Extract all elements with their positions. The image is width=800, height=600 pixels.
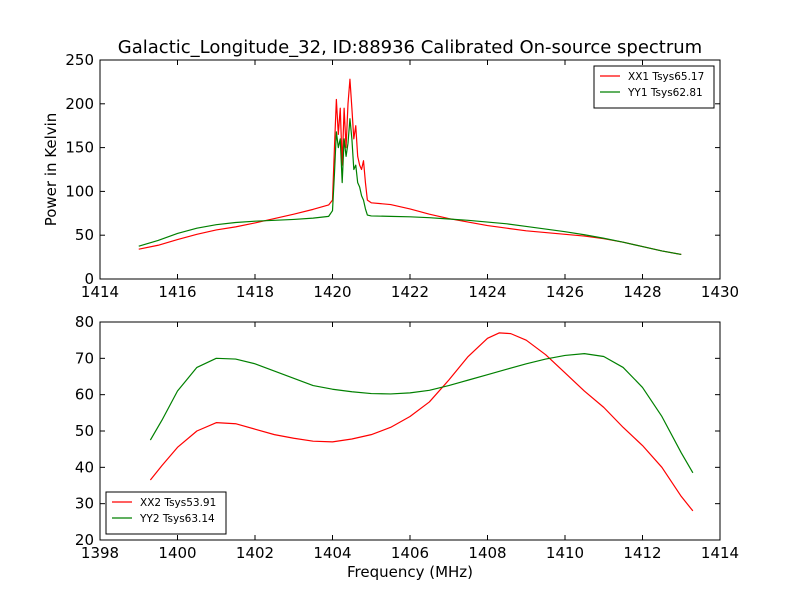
x-tick-label: 1428: [623, 283, 661, 301]
y-axis-title: Power in Kelvin: [42, 113, 60, 227]
y-tick-label: 150: [65, 139, 94, 157]
x-tick-label: 1414: [701, 544, 739, 562]
x-tick-label: 1406: [391, 544, 429, 562]
legend-label: XX1 Tsys65.17: [628, 71, 704, 83]
x-tick-label: 1414: [81, 283, 119, 301]
y-tick-label: 200: [65, 95, 94, 113]
legend-label: YY1 Tsys62.81: [627, 87, 703, 99]
x-tick-label: 1404: [313, 544, 351, 562]
y-tick-label: 0: [84, 270, 94, 288]
x-tick-label: 1398: [81, 544, 119, 562]
x-tick-label: 1430: [701, 283, 739, 301]
x-tick-label: 1426: [546, 283, 584, 301]
x-tick-label: 1412: [623, 544, 661, 562]
y-tick-label: 40: [75, 458, 94, 476]
y-tick-label: 50: [75, 422, 94, 440]
y-tick-label: 50: [75, 226, 94, 244]
x-tick-label: 1400: [158, 544, 196, 562]
y-tick-label: 60: [75, 386, 94, 404]
y-tick-label: 80: [75, 313, 94, 331]
legend-label: XX2 Tsys53.91: [140, 497, 216, 509]
y-tick-label: 250: [65, 51, 94, 69]
x-tick-label: 1418: [236, 283, 274, 301]
x-tick-label: 1416: [158, 283, 196, 301]
x-tick-label: 1402: [236, 544, 274, 562]
legend: XX1 Tsys65.17 YY1 Tsys62.81: [593, 65, 715, 109]
x-tick-label: 1420: [313, 283, 351, 301]
series-line-red: [138, 78, 682, 256]
legend-label: YY2 Tsys63.14: [139, 513, 215, 525]
y-tick-label: 20: [75, 531, 94, 549]
y-tick-label: 70: [75, 349, 94, 367]
legend-box: [105, 491, 227, 535]
x-tick-label: 1422: [391, 283, 429, 301]
x-axis-title: Frequency (MHz): [347, 563, 473, 581]
top-axes: 1414 1416 1418 1420 1422 1424 1426 1428 1430 0 50 1…: [42, 51, 739, 301]
y-tick-label: 100: [65, 182, 94, 200]
series-line-red: [149, 332, 694, 512]
figure-title: Galactic_Longitude_32, ID:88936 Calibrat…: [118, 37, 702, 58]
x-tick-label: 1410: [546, 544, 584, 562]
legend-box: [593, 65, 715, 109]
y-tick-label: 30: [75, 495, 94, 513]
bottom-axes: 1398 1400 1402 1404 1406 1408 1410 1412 1414 20 30…: [75, 313, 739, 581]
x-tick-label: 1424: [468, 283, 506, 301]
x-tick-label: 1408: [468, 544, 506, 562]
series-line-green: [149, 353, 694, 474]
series-line-green: [138, 118, 682, 256]
legend: XX2 Tsys53.91 YY2 Tsys63.14: [105, 491, 227, 535]
